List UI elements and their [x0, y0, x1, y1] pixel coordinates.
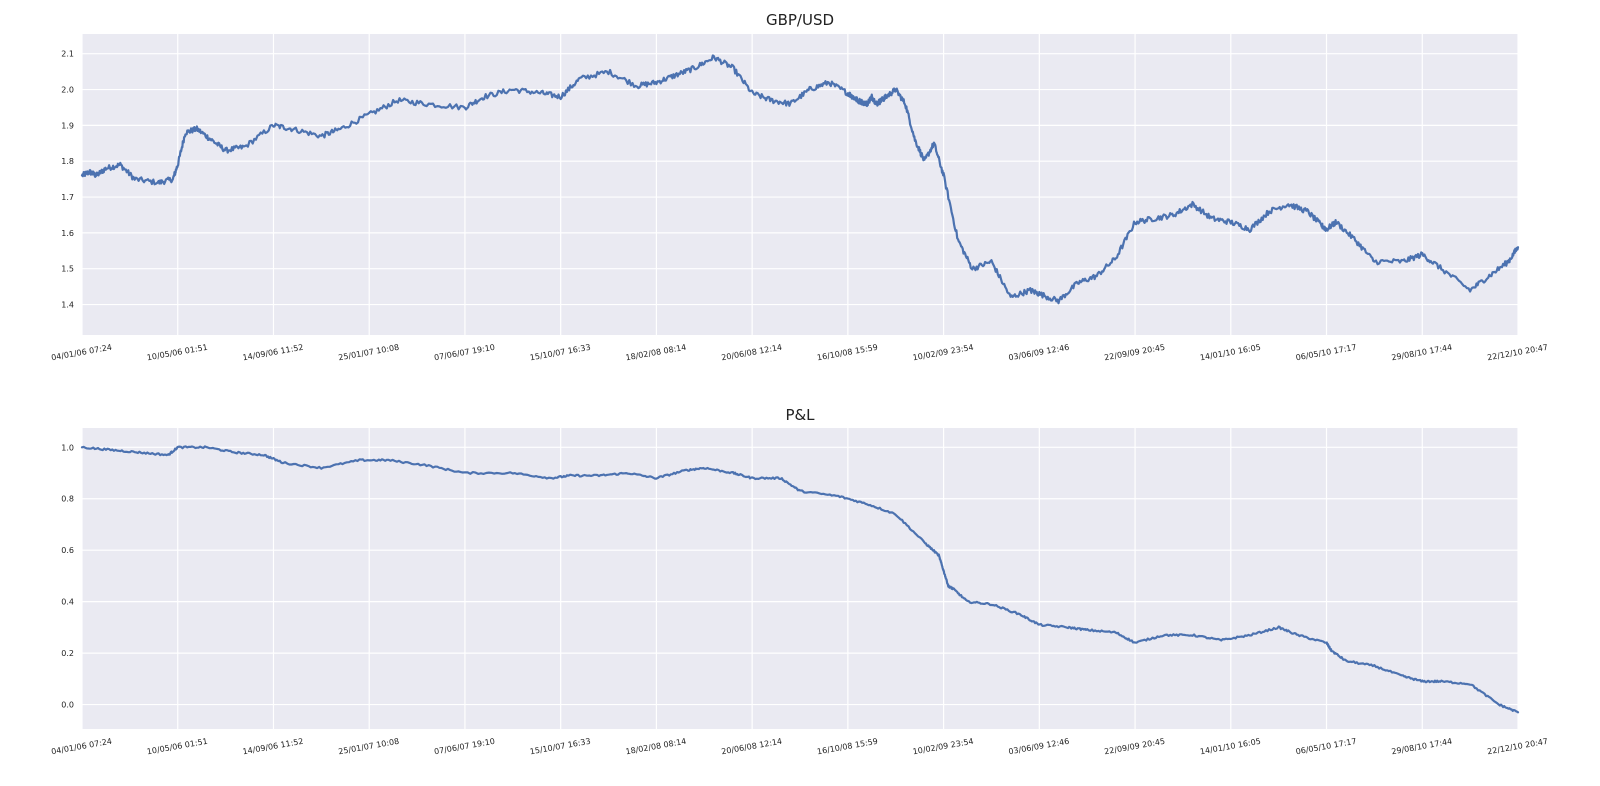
x-tick-label: 15/10/07 16:33	[529, 343, 591, 363]
y-tick-label: 1.8	[61, 157, 74, 166]
y-tick-label: 1.9	[61, 121, 74, 130]
x-tick-label: 20/06/08 12:14	[721, 343, 783, 363]
y-tick-label: 0.4	[61, 598, 74, 607]
x-tick-label: 22/09/09 20:45	[1104, 343, 1166, 363]
x-tick-label: 25/01/07 10:08	[338, 343, 400, 363]
x-tick-label: 14/01/10 16:05	[1199, 737, 1261, 757]
chart-title: GBP/USD	[766, 11, 834, 29]
series-layer	[80, 445, 1520, 714]
series-layer	[80, 54, 1520, 305]
x-tick-label: 22/12/10 20:47	[1486, 737, 1548, 757]
y-tick-labels: 0.0 0.2 0.4 0.6 0.8 1.0	[61, 443, 74, 709]
x-tick-label: 20/06/08 12:14	[721, 737, 783, 757]
x-tick-label: 07/06/07 19:10	[433, 737, 495, 757]
chart-pnl: 0.0 0.2 0.4 0.6 0.8 1.0 04/01/06 07:24 10/05/0…	[50, 406, 1548, 756]
x-tick-label: 07/06/07 19:10	[433, 343, 495, 363]
x-tick-label: 04/01/06 07:24	[50, 737, 112, 757]
y-tick-labels: 1.4 1.5 1.6 1.7 1.8 1.9 2.0 2.1	[61, 50, 74, 310]
x-tick-label: 15/10/07 16:33	[529, 737, 591, 757]
x-tick-label: 03/06/09 12:46	[1008, 343, 1070, 363]
x-tick-labels: 04/01/06 07:24 10/05/06 01:51 14/09/06 11:…	[50, 737, 1548, 757]
x-tick-label: 04/01/06 07:24	[50, 343, 112, 363]
series-line	[80, 445, 1520, 714]
x-tick-label: 18/02/08 08:14	[625, 343, 687, 363]
y-tick-label: 1.6	[61, 229, 74, 238]
x-tick-label: 10/02/09 23:54	[912, 343, 974, 363]
y-tick-label: 1.5	[61, 265, 74, 274]
x-tick-label: 16/10/08 15:59	[816, 737, 878, 757]
chart-title: P&L	[785, 406, 815, 424]
y-tick-label: 2.1	[61, 50, 74, 59]
series-line	[80, 54, 1520, 305]
x-tick-label: 16/10/08 15:59	[816, 343, 878, 363]
x-tick-label: 14/09/06 11:52	[242, 737, 304, 757]
gridlines	[81, 428, 1519, 729]
y-tick-label: 2.0	[61, 86, 74, 95]
x-tick-label: 06/05/10 17:17	[1295, 737, 1357, 757]
x-tick-labels: 04/01/06 07:24 10/05/06 01:51 14/09/06 11:…	[50, 343, 1548, 363]
x-tick-label: 10/05/06 01:51	[146, 343, 208, 363]
x-tick-label: 06/05/10 17:17	[1295, 343, 1357, 363]
x-tick-label: 22/12/10 20:47	[1486, 343, 1548, 363]
chart-gbpusd: 1.4 1.5 1.6 1.7 1.8 1.9 2.0 2.1 04/01/06 07:24 1…	[50, 11, 1548, 362]
y-tick-label: 0.2	[61, 649, 74, 658]
y-tick-label: 0.8	[61, 495, 74, 504]
y-tick-label: 1.7	[61, 193, 74, 202]
x-tick-label: 18/02/08 08:14	[625, 737, 687, 757]
y-tick-label: 0.6	[61, 546, 74, 555]
x-tick-label: 14/01/10 16:05	[1199, 343, 1261, 363]
y-tick-label: 1.4	[61, 301, 74, 310]
x-tick-label: 03/06/09 12:46	[1008, 737, 1070, 757]
x-tick-label: 25/01/07 10:08	[338, 737, 400, 757]
x-tick-label: 29/08/10 17:44	[1391, 343, 1453, 363]
y-tick-label: 1.0	[61, 443, 74, 452]
plot-area	[82, 34, 1518, 335]
x-tick-label: 10/02/09 23:54	[912, 737, 974, 757]
x-tick-label: 29/08/10 17:44	[1391, 737, 1453, 757]
plot-area	[82, 428, 1518, 729]
gridlines	[81, 34, 1519, 335]
x-tick-label: 14/09/06 11:52	[242, 343, 304, 363]
x-tick-label: 22/09/09 20:45	[1104, 737, 1166, 757]
y-tick-label: 0.0	[61, 701, 74, 710]
x-tick-label: 10/05/06 01:51	[146, 737, 208, 757]
